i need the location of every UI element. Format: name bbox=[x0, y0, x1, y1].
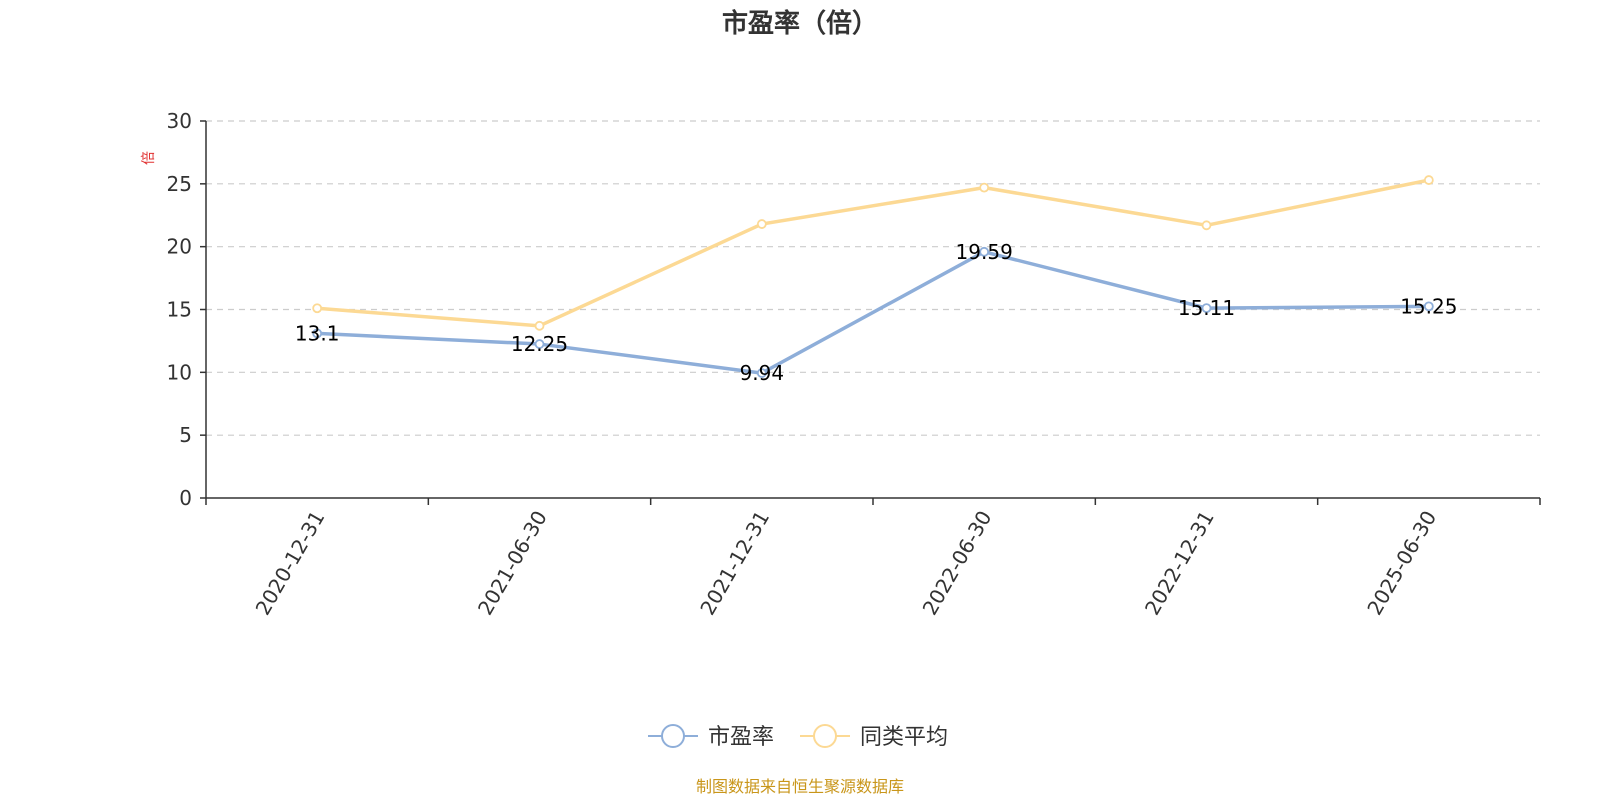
y-tick-label: 30 bbox=[167, 109, 192, 133]
y-axis: 0 5 10 15 20 25 30 bbox=[167, 109, 207, 510]
x-tick-label: 2022-12-31 bbox=[1140, 507, 1219, 620]
series-layer bbox=[312, 175, 1434, 378]
legend-item[interactable]: 市盈率 bbox=[648, 724, 774, 750]
data-point bbox=[312, 328, 323, 339]
x-tick-label: 2020-12-31 bbox=[251, 507, 330, 620]
series-line bbox=[317, 250, 1429, 375]
x-tick-label: 2021-12-31 bbox=[695, 507, 774, 620]
legend[interactable]: 市盈率 同类平均 bbox=[648, 724, 948, 750]
y-tick-label: 20 bbox=[167, 235, 192, 259]
data-label: 9.94 bbox=[740, 361, 785, 385]
series-line bbox=[317, 178, 1430, 328]
data-label: 12.25 bbox=[511, 332, 568, 356]
data-point bbox=[1423, 301, 1434, 312]
legend-label: 同类平均 bbox=[860, 725, 948, 750]
data-label: 19.59 bbox=[956, 240, 1013, 264]
legend-marker-icon bbox=[661, 724, 685, 748]
data-point bbox=[312, 303, 323, 314]
legend-label: 市盈率 bbox=[708, 725, 774, 750]
chart-title: 市盈率（倍） bbox=[722, 8, 878, 39]
footer-source: 制图数据来自恒生聚源数据库 bbox=[696, 777, 904, 796]
x-tick-label: 2022-06-30 bbox=[918, 507, 997, 620]
data-point bbox=[756, 219, 767, 229]
legend-item[interactable]: 同类平均 bbox=[800, 724, 948, 750]
y-tick-label: 25 bbox=[167, 172, 192, 196]
y-tick-label: 5 bbox=[179, 423, 192, 447]
data-point bbox=[979, 182, 990, 193]
y-tick-label: 0 bbox=[179, 486, 192, 510]
data-point bbox=[534, 320, 545, 331]
data-point bbox=[1423, 175, 1434, 185]
data-point bbox=[1201, 303, 1212, 314]
y-axis-unit: 倍 bbox=[141, 151, 157, 165]
x-axis: 2020-12-31 2021-06-30 2021-12-31 2022-06-30… bbox=[205, 497, 1541, 620]
data-label: 13.1 bbox=[295, 321, 340, 345]
data-labels: 13.1 12.25 9.94 19.59 15.11 15.25 bbox=[295, 240, 1458, 385]
data-label: 15.11 bbox=[1178, 296, 1235, 320]
y-tick-label: 10 bbox=[167, 360, 192, 384]
grid-lines bbox=[206, 120, 1540, 436]
y-tick-label: 15 bbox=[167, 298, 192, 322]
data-point bbox=[979, 246, 990, 257]
x-tick-label: 2021-06-30 bbox=[473, 507, 552, 620]
data-point bbox=[756, 368, 767, 378]
data-point bbox=[534, 339, 545, 349]
data-point bbox=[1201, 220, 1212, 231]
x-tick-label: 2025-06-30 bbox=[1362, 507, 1441, 620]
data-label: 15.25 bbox=[1400, 294, 1457, 318]
legend-marker-icon bbox=[813, 724, 837, 748]
